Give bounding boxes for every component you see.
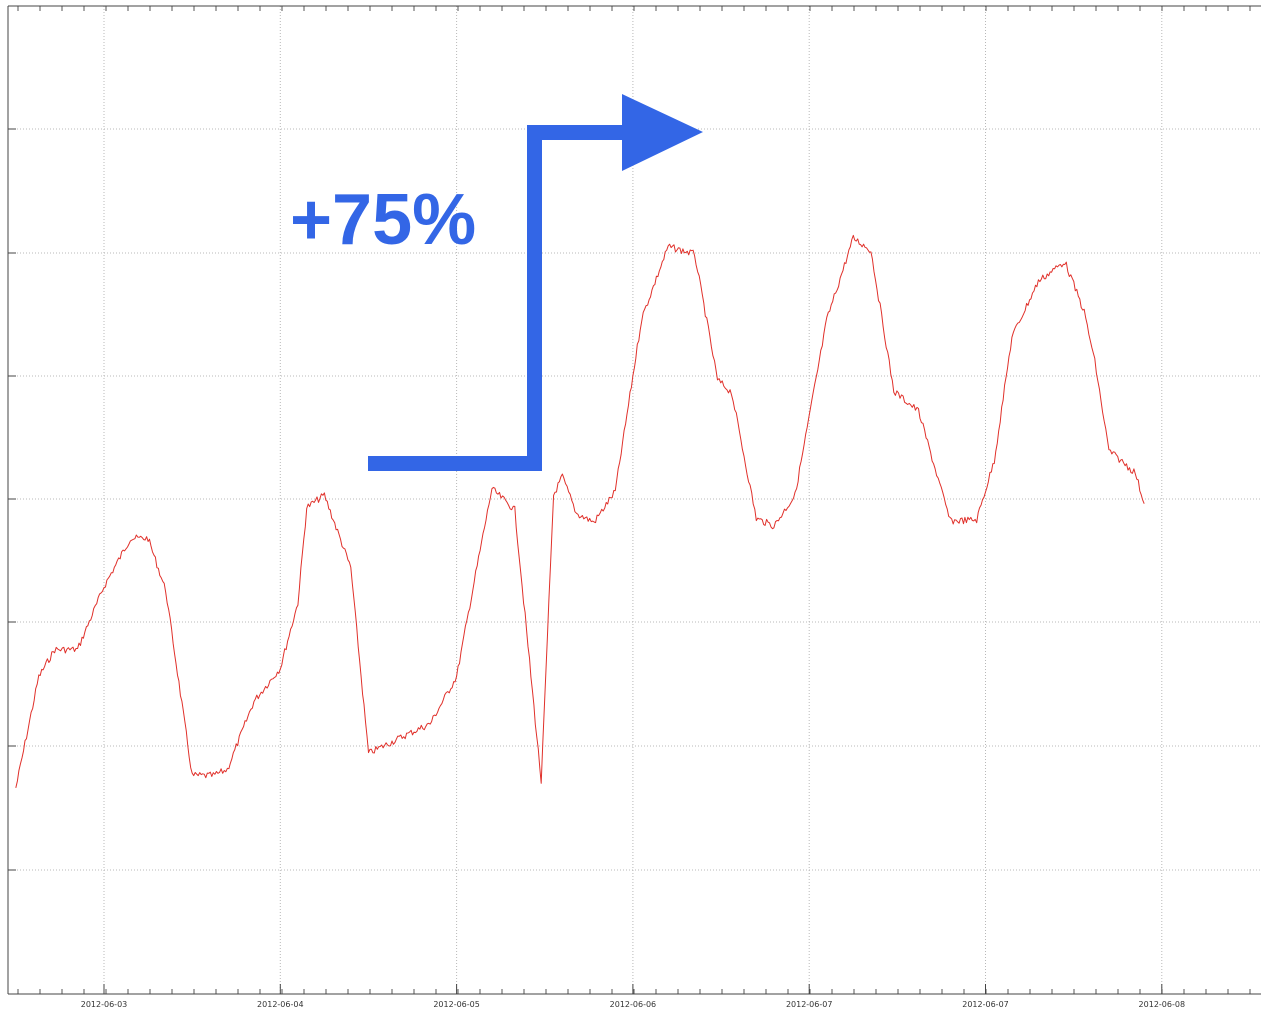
x-tick-labels: 2012-06-03 2012-06-04 2012-06-05 2012-06-06… xyxy=(81,984,1185,1009)
growth-arrow-icon xyxy=(368,94,703,471)
annotation-group: +75% xyxy=(290,94,703,471)
x-tick-label: 2012-06-04 xyxy=(257,1000,304,1009)
x-tick-label: 2012-06-07 xyxy=(962,1000,1009,1009)
minor-ticks xyxy=(17,6,1251,994)
x-tick-label: 2012-06-05 xyxy=(433,1000,480,1009)
grid xyxy=(8,6,1261,994)
series-group xyxy=(15,234,1145,789)
x-tick-label: 2012-06-08 xyxy=(1139,1000,1186,1009)
series-line xyxy=(15,234,1145,789)
growth-annotation-label: +75% xyxy=(290,180,476,260)
x-tick-label: 2012-06-03 xyxy=(81,1000,128,1009)
x-tick-label: 2012-06-06 xyxy=(610,1000,657,1009)
x-tick-label: 2012-06-07 xyxy=(786,1000,833,1009)
plot-background xyxy=(8,6,1261,994)
